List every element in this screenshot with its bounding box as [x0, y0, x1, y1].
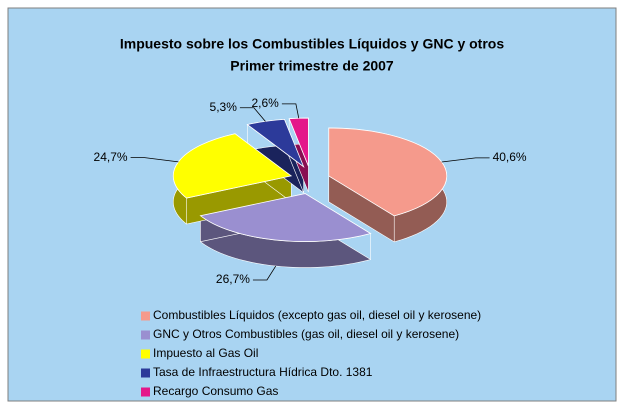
legend-label: Impuesto al Gas Oil	[153, 346, 258, 360]
legend-label: Tasa de Infraestructura Hídrica Dto. 138…	[153, 365, 373, 379]
data-label: 2,6%	[252, 96, 280, 110]
pie-slice	[246, 118, 305, 168]
pie-slice	[172, 133, 293, 199]
chart-title: Impuesto sobre los Combustibles Líquidos…	[120, 36, 504, 52]
leader-line	[252, 265, 277, 281]
pie-slice	[199, 193, 372, 242]
leader-line	[239, 107, 266, 122]
legend-label: GNC y Otros Combustibles (gas oil, diese…	[153, 327, 459, 341]
pie-slice	[288, 117, 309, 167]
data-label: 24,7%	[94, 150, 128, 164]
legend-swatch	[141, 349, 150, 359]
data-label: 5,3%	[210, 100, 238, 114]
data-label: 40,6%	[493, 150, 527, 164]
leader-line	[441, 157, 490, 163]
legend-swatch	[141, 368, 150, 378]
legend-swatch	[141, 387, 150, 397]
legend-label: Combustibles Líquidos (excepto gas oil, …	[153, 308, 481, 322]
leader-line	[281, 103, 300, 119]
legend-swatch	[141, 311, 150, 321]
pie-slice	[328, 127, 448, 217]
data-label: 26,7%	[216, 272, 250, 286]
leader-line	[130, 157, 179, 163]
chart-subtitle: Primer trimestre de 2007	[230, 58, 394, 74]
legend-swatch	[141, 330, 150, 340]
legend-label: Recargo Consumo Gas	[153, 384, 278, 398]
